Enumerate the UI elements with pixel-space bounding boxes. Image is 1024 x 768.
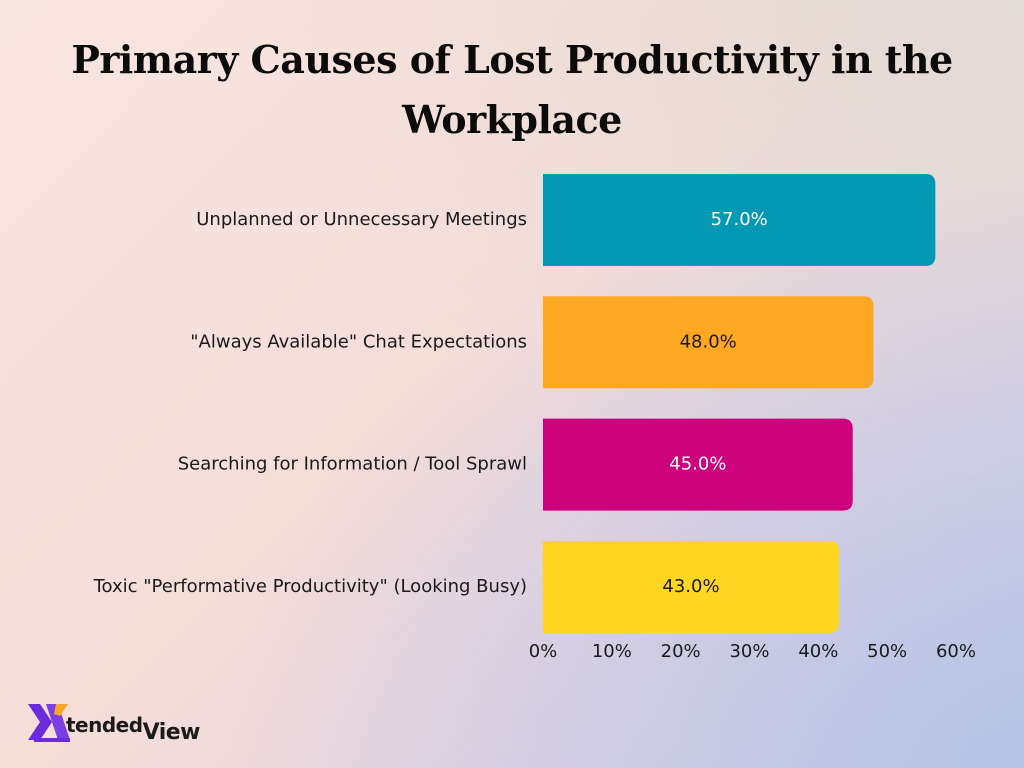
x-tick-label: 10% xyxy=(592,641,632,662)
bar-0 xyxy=(543,174,936,266)
x-tick-label: 30% xyxy=(729,641,769,662)
logo-x-icon xyxy=(28,704,70,742)
logo-word-view: View xyxy=(142,720,201,745)
category-label: Searching for Information / Tool Sprawl xyxy=(178,454,527,475)
x-tick-label: 60% xyxy=(936,641,976,662)
xtendedview-logo: tended View xyxy=(26,700,201,745)
logo-word-tended: tended xyxy=(66,713,143,737)
value-label: 45.0% xyxy=(669,454,726,475)
x-tick-label: 50% xyxy=(867,641,907,662)
x-tick-label: 40% xyxy=(798,641,838,662)
bar-3 xyxy=(543,540,839,633)
category-label: Unplanned or Unnecessary Meetings xyxy=(196,209,527,230)
category-label: Toxic "Performative Productivity" (Looki… xyxy=(93,576,527,597)
bar-1 xyxy=(543,296,874,389)
category-label: "Always Available" Chat Expectations xyxy=(190,331,527,352)
value-label: 43.0% xyxy=(662,576,719,597)
value-label: 48.0% xyxy=(680,331,737,352)
x-tick-label: 20% xyxy=(661,641,701,662)
bar-2 xyxy=(543,418,853,511)
chart-title: Primary Causes of Lost Productivity in t… xyxy=(71,37,953,142)
x-tick-label: 0% xyxy=(529,641,558,662)
value-label: 57.0% xyxy=(711,209,768,230)
